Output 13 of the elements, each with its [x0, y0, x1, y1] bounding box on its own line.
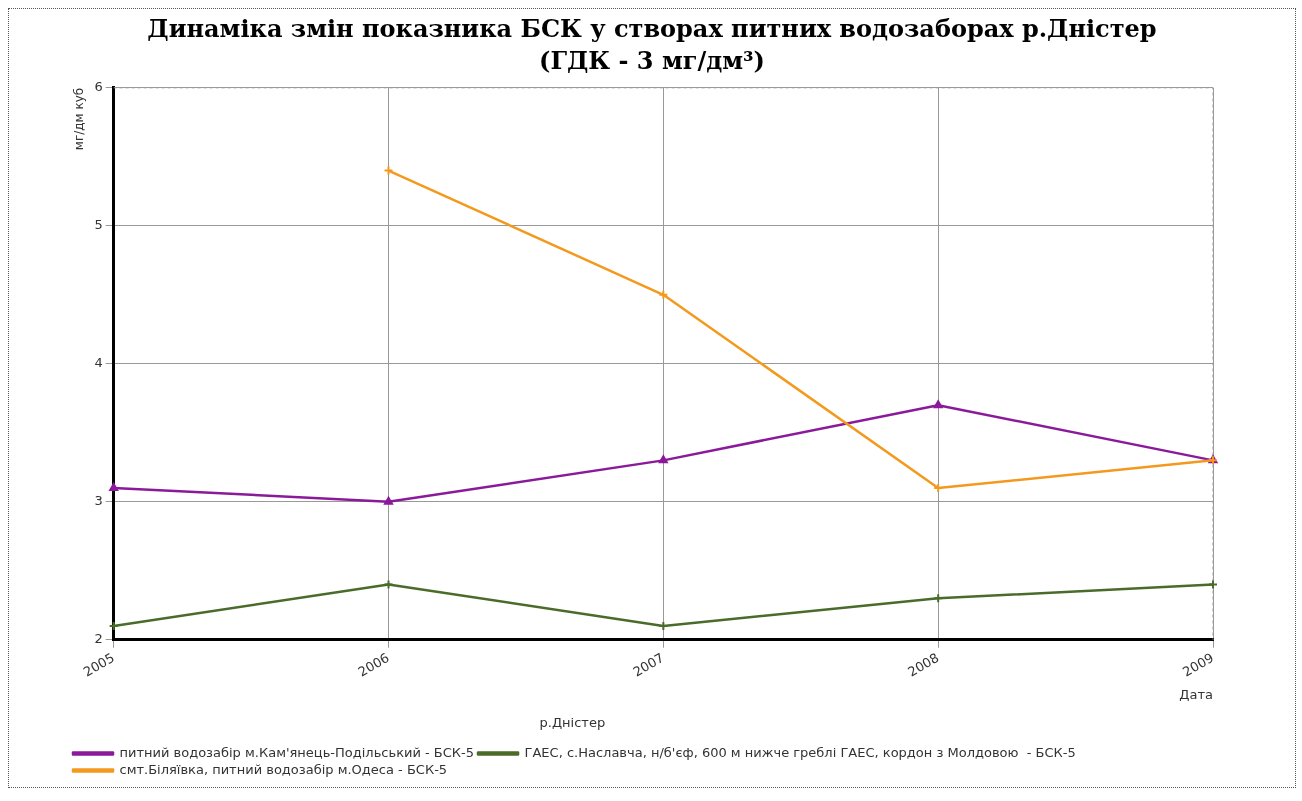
legend-label: ГАЕС, с.Наславча, н/б'єф, 600 м нижче греблі ГАЕС, кордон з Молдовою - БСК-5 [524, 744, 1076, 760]
y-tick-label: 6 [94, 79, 103, 95]
legend-label: смт.Біляївка, питний водозабір м.Одеса - БСК-5 [119, 761, 448, 777]
legend-title: р.Дністер [539, 715, 606, 731]
legend-label: питний водозабір м.Кам'янець-Подільський - БСК-5 [119, 744, 475, 760]
y-tick-label: 2 [94, 631, 103, 647]
chart-subtitle: (ГДК - 3 мг/дм³) [538, 45, 766, 77]
y-axis-title: мг/дм куб [72, 87, 87, 151]
y-tick-label: 4 [94, 355, 103, 371]
chart-title: Динаміка змін показника БСК у створах питних водозаборах р.Дністер [146, 13, 1158, 45]
y-tick-label: 3 [94, 493, 103, 509]
y-tick-label: 5 [94, 217, 103, 233]
x-axis-title: Дата [1179, 686, 1213, 702]
